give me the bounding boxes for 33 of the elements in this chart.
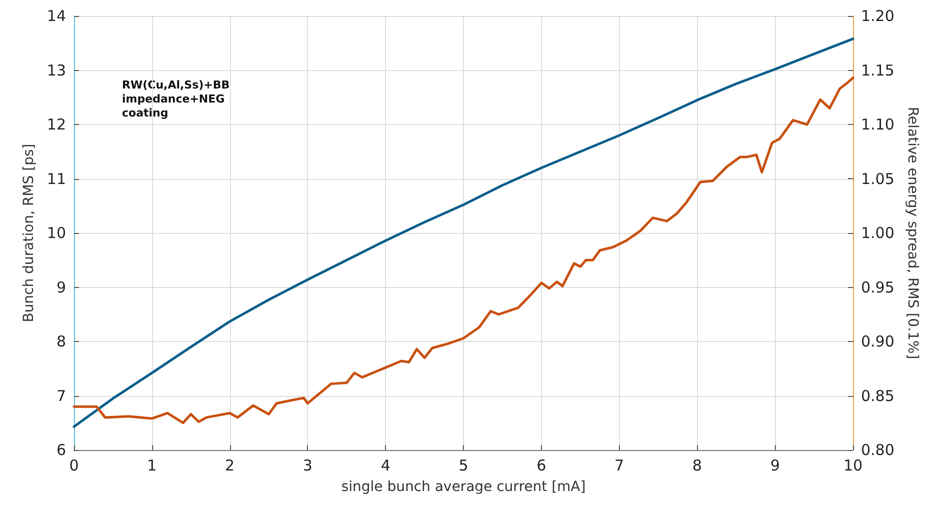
y2-tick-label: 1.20 [861, 7, 894, 25]
x-tick-label: 2 [225, 456, 235, 474]
y2-tick-label: 0.90 [861, 332, 894, 350]
x-tick-label: 8 [692, 456, 702, 474]
x-tick-label: 0 [69, 456, 79, 474]
y-tick-label: 11 [46, 170, 66, 188]
y-tick-label: 6 [56, 441, 66, 459]
y-tick-label: 7 [56, 386, 66, 405]
y2-tick-label: 1.15 [861, 61, 894, 80]
x-axis-title: single bunch average current [mA] [341, 479, 586, 495]
annotation: RW(Cu,Al,Ss)+BB impedance+NEG coating [122, 78, 234, 120]
y-tick-label: 9 [56, 278, 66, 296]
x-tick-label: 7 [614, 456, 624, 474]
x-tick-label: 6 [536, 456, 546, 474]
y-tick-label: 8 [56, 332, 66, 350]
y-tick-label: 10 [46, 224, 66, 242]
x-tick-label: 3 [302, 456, 312, 474]
y2-tick-label: 0.85 [861, 386, 894, 405]
y2-tick-label: 1.10 [861, 116, 894, 134]
x-tick-label: 10 [843, 456, 863, 474]
y2-tick-label: 0.80 [861, 441, 894, 459]
x-tick-label: 5 [458, 456, 468, 474]
y-axis-title: Bunch duration, RMS [ps] [21, 144, 37, 322]
y-tick-label: 13 [46, 61, 66, 80]
y2-tick-label: 0.95 [861, 278, 894, 296]
x-tick-label: 9 [770, 456, 780, 474]
y2-tick-label: 1.05 [861, 170, 894, 188]
y2-axis-title: Relative energy spread, RMS [0.1%] [904, 106, 920, 360]
x-tick-label: 4 [380, 456, 390, 474]
y2-tick-label: 1.00 [861, 224, 894, 242]
x-tick-label: 1 [147, 456, 157, 474]
y-tick-label: 12 [46, 116, 66, 134]
y-tick-label: 14 [46, 7, 66, 25]
